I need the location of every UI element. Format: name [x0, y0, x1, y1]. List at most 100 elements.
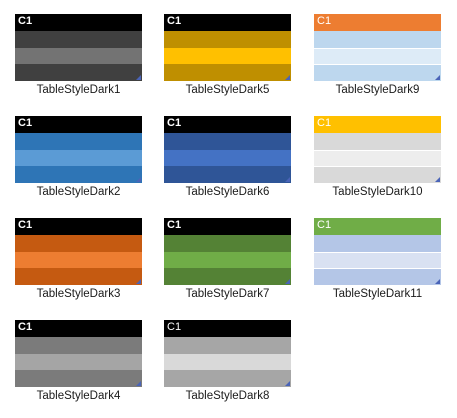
preview-header-row: C1: [15, 218, 142, 235]
preview-header-text: C1: [18, 321, 33, 333]
preview-band-row: [164, 234, 291, 252]
table-style-preview: C1: [164, 320, 291, 387]
table-style-preview: C1: [314, 14, 441, 81]
preview-band-row: [314, 30, 441, 48]
table-style-tablestyledark9[interactable]: C1 TableStyleDark9: [314, 14, 441, 96]
preview-header-row: C1: [314, 14, 441, 31]
preview-header-text: C1: [18, 117, 33, 129]
preview-band-row: [15, 47, 142, 65]
table-style-tablestyledark2[interactable]: C1 TableStyleDark2: [15, 116, 142, 198]
preview-header-text: C1: [317, 15, 332, 27]
table-style-tablestyledark5[interactable]: C1 TableStyleDark5: [164, 14, 291, 96]
preview-header-text: C1: [167, 117, 182, 129]
preview-band-row: [164, 132, 291, 150]
table-style-label: TableStyleDark11: [332, 288, 423, 300]
preview-band-row: [314, 166, 441, 183]
table-style-label: TableStyleDark8: [185, 390, 270, 402]
table-style-preview: C1: [15, 14, 142, 81]
table-style-preview: C1: [164, 218, 291, 285]
preview-band-row: [15, 166, 142, 183]
resize-grip-icon: [136, 279, 141, 284]
preview-header-text: C1: [167, 15, 182, 27]
table-style-label: TableStyleDark3: [36, 288, 121, 300]
resize-grip-icon: [285, 381, 290, 386]
preview-band-row: [15, 149, 142, 167]
preview-header-row: C1: [314, 116, 441, 133]
preview-header-text: C1: [317, 219, 332, 231]
preview-band-row: [15, 234, 142, 252]
resize-grip-icon: [435, 177, 440, 182]
preview-header-row: C1: [164, 116, 291, 133]
preview-header-text: C1: [18, 219, 33, 231]
resize-grip-icon: [285, 75, 290, 80]
preview-header-row: C1: [164, 218, 291, 235]
table-style-tablestyledark1[interactable]: C1 TableStyleDark1: [15, 14, 142, 96]
preview-band-row: [164, 370, 291, 387]
resize-grip-icon: [285, 279, 290, 284]
preview-band-row: [15, 336, 142, 354]
table-style-tablestyledark3[interactable]: C1 TableStyleDark3: [15, 218, 142, 300]
table-style-label: TableStyleDark9: [335, 84, 420, 96]
preview-band-row: [314, 234, 441, 252]
preview-header-row: C1: [15, 320, 142, 337]
table-style-label: TableStyleDark10: [332, 186, 423, 198]
preview-band-row: [164, 47, 291, 65]
table-style-preview: C1: [15, 320, 142, 387]
preview-band-row: [164, 268, 291, 285]
table-style-label: TableStyleDark6: [185, 186, 270, 198]
preview-band-row: [164, 149, 291, 167]
table-style-preview: C1: [314, 116, 441, 183]
preview-header-text: C1: [18, 15, 33, 27]
resize-grip-icon: [285, 177, 290, 182]
table-style-preview: C1: [164, 14, 291, 81]
preview-band-row: [15, 64, 142, 81]
preview-header-row: C1: [15, 14, 142, 31]
table-style-tablestyledark10[interactable]: C1 TableStyleDark10: [314, 116, 441, 198]
table-style-tablestyledark7[interactable]: C1 TableStyleDark7: [164, 218, 291, 300]
preview-band-row: [15, 132, 142, 150]
preview-band-row: [314, 64, 441, 81]
preview-band-row: [164, 30, 291, 48]
preview-band-row: [314, 47, 441, 65]
table-style-tablestyledark4[interactable]: C1 TableStyleDark4: [15, 320, 142, 402]
preview-band-row: [164, 353, 291, 371]
preview-band-row: [15, 251, 142, 269]
preview-header-text: C1: [167, 219, 182, 231]
preview-band-row: [15, 370, 142, 387]
preview-header-row: C1: [314, 218, 441, 235]
preview-header-row: C1: [164, 320, 291, 337]
table-style-label: TableStyleDark4: [36, 390, 121, 402]
resize-grip-icon: [136, 177, 141, 182]
preview-band-row: [15, 353, 142, 371]
preview-header-text: C1: [167, 321, 182, 333]
preview-band-row: [164, 166, 291, 183]
preview-header-text: C1: [317, 117, 332, 129]
resize-grip-icon: [136, 75, 141, 80]
preview-band-row: [164, 336, 291, 354]
table-style-preview: C1: [15, 218, 142, 285]
table-style-preview: C1: [314, 218, 441, 285]
table-style-label: TableStyleDark2: [36, 186, 121, 198]
preview-band-row: [314, 268, 441, 285]
table-style-label: TableStyleDark7: [185, 288, 270, 300]
preview-band-row: [314, 149, 441, 167]
resize-grip-icon: [136, 381, 141, 386]
table-style-tablestyledark11[interactable]: C1 TableStyleDark11: [314, 218, 441, 300]
preview-band-row: [314, 132, 441, 150]
table-style-preview: C1: [15, 116, 142, 183]
resize-grip-icon: [435, 75, 440, 80]
preview-band-row: [15, 30, 142, 48]
preview-header-row: C1: [164, 14, 291, 31]
resize-grip-icon: [435, 279, 440, 284]
preview-header-row: C1: [15, 116, 142, 133]
table-style-tablestyledark6[interactable]: C1 TableStyleDark6: [164, 116, 291, 198]
preview-band-row: [314, 251, 441, 269]
preview-band-row: [164, 251, 291, 269]
table-style-tablestyledark8[interactable]: C1 TableStyleDark8: [164, 320, 291, 402]
table-style-label: TableStyleDark1: [36, 84, 121, 96]
table-style-label: TableStyleDark5: [185, 84, 270, 96]
table-style-preview: C1: [164, 116, 291, 183]
preview-band-row: [164, 64, 291, 81]
preview-band-row: [15, 268, 142, 285]
